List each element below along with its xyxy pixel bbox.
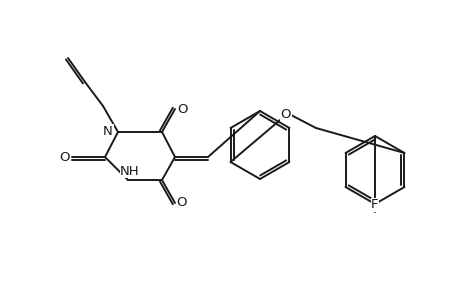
Text: NH: NH [120, 164, 140, 178]
Text: O: O [176, 196, 187, 209]
Text: O: O [177, 103, 188, 116]
Text: O: O [60, 151, 70, 164]
Text: F: F [370, 199, 378, 212]
Text: N: N [103, 124, 112, 137]
Text: O: O [280, 107, 291, 121]
